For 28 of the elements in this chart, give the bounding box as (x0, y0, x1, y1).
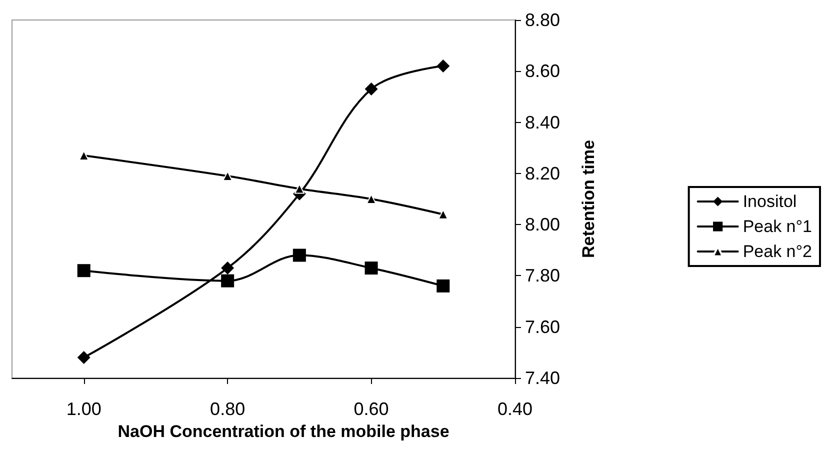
point (292, 248, 306, 262)
y-tick-label: 8.40 (525, 112, 560, 132)
point (221, 262, 234, 275)
point (436, 60, 450, 73)
point (366, 194, 376, 204)
point (364, 262, 378, 275)
x-axis-title: NaOH Concentration of the mobile phase (118, 422, 450, 441)
x-tick-label: 0.80 (210, 399, 246, 419)
point (436, 279, 450, 292)
y-tick-label: 8.20 (525, 163, 560, 184)
y-tick-label: 7.60 (525, 316, 560, 337)
point (78, 150, 89, 161)
point (364, 82, 378, 96)
legend-label: Peak n°1 (742, 217, 812, 236)
x-tick-label: 0.60 (354, 399, 389, 419)
point (77, 351, 90, 364)
y-tick-label: 8.60 (525, 61, 560, 82)
y-tick-label: 8.00 (525, 214, 560, 235)
y-tick-label: 8.80 (525, 10, 560, 30)
y-tick-label: 7.40 (525, 368, 560, 388)
legend-label: Peak n°2 (742, 242, 812, 261)
y-axis-title: Retention time (579, 140, 598, 258)
point (77, 264, 90, 278)
point (221, 274, 234, 288)
x-tick-label: 0.40 (497, 399, 533, 419)
x-tick-label: 1.00 (66, 399, 102, 419)
y-tick-label: 7.80 (525, 266, 560, 286)
legend-label: Inositol (742, 192, 797, 211)
